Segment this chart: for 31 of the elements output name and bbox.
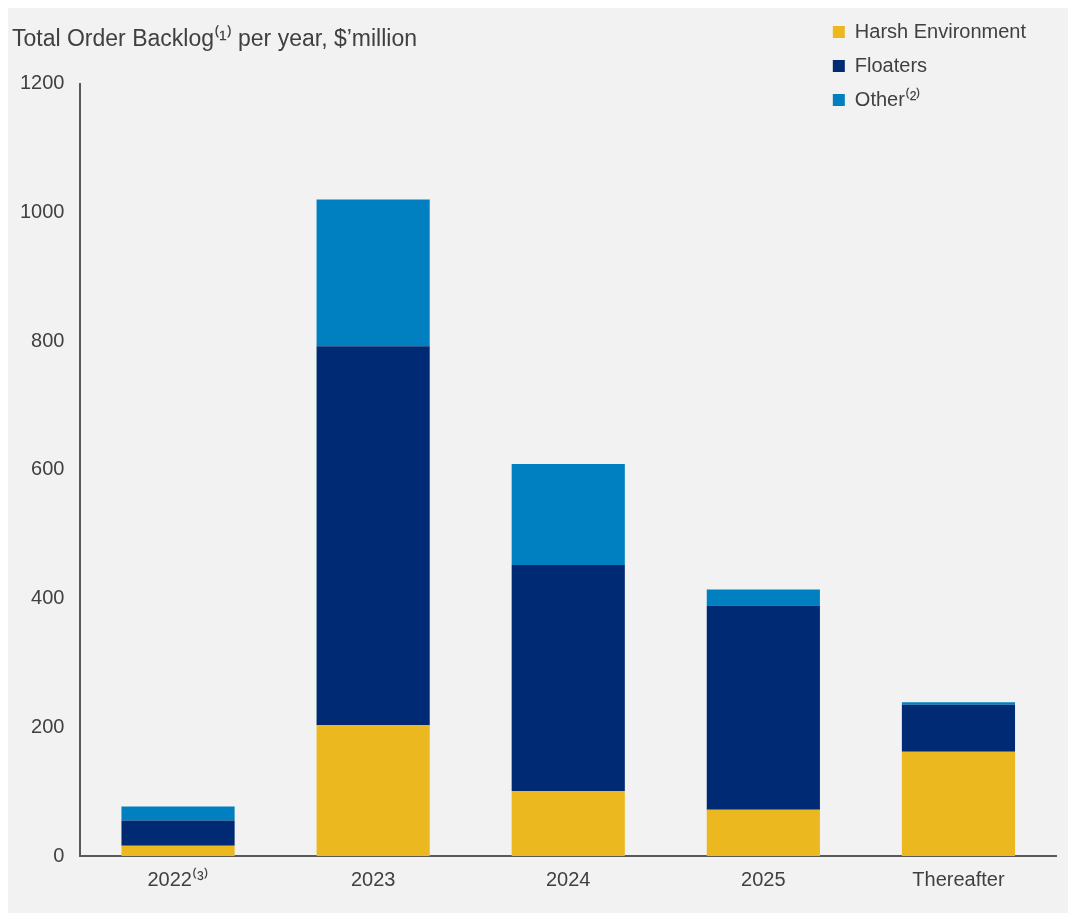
y-tick-label: 400 bbox=[31, 586, 65, 609]
x-tick-label: Thereafter bbox=[912, 867, 1005, 890]
bar bbox=[901, 704, 1016, 752]
legend-label: Other⁽²⁾ bbox=[854, 86, 922, 110]
bar bbox=[121, 845, 235, 856]
y-tick-label: 600 bbox=[31, 457, 65, 480]
bar bbox=[706, 605, 820, 810]
chart-title: Total Order Backlog⁽¹⁾ per year, $’million bbox=[12, 25, 417, 52]
bar bbox=[511, 790, 625, 856]
y-tick-label: 0 bbox=[53, 843, 65, 866]
bar bbox=[901, 751, 1016, 856]
x-tick-label: 2023 bbox=[350, 867, 396, 890]
y-tick-label: 1200 bbox=[19, 71, 65, 94]
bar bbox=[121, 820, 235, 846]
y-tick-label: 800 bbox=[31, 328, 65, 351]
bar bbox=[511, 464, 625, 566]
x-tick-label: 2024 bbox=[546, 867, 591, 890]
legend-label: Floaters bbox=[854, 53, 928, 76]
bar bbox=[121, 806, 235, 821]
bar bbox=[706, 589, 820, 606]
x-tick-label: 2022⁽³⁾ bbox=[147, 866, 209, 890]
bar bbox=[316, 725, 430, 856]
bar bbox=[316, 346, 430, 726]
bar bbox=[706, 809, 820, 856]
x-tick-label: 2025 bbox=[741, 867, 786, 890]
y-tick-label: 1000 bbox=[19, 199, 65, 222]
bar bbox=[316, 199, 430, 347]
bar bbox=[901, 702, 1016, 705]
legend-label: Harsh Environment bbox=[854, 19, 1027, 42]
bar bbox=[511, 565, 625, 791]
y-tick-label: 200 bbox=[31, 714, 65, 737]
